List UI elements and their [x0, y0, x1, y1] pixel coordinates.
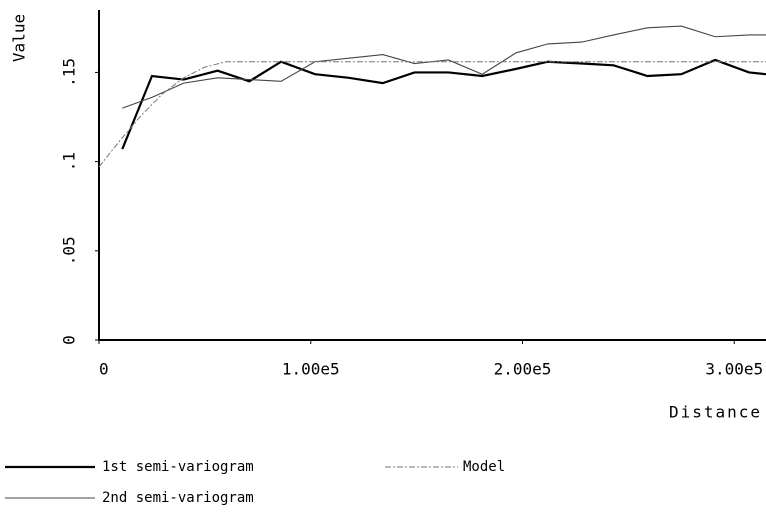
x-tick-label: 0 — [99, 360, 109, 379]
series-line — [121, 58, 766, 150]
y-tick-label: .1 — [60, 152, 79, 171]
x-tick-label: 3.00e5 — [705, 360, 763, 379]
x-tick-label: 2.00e5 — [494, 360, 552, 379]
y-tick-label: 0 — [60, 335, 79, 345]
y-tick-label: .05 — [60, 236, 79, 265]
y-axis-label: Value — [10, 14, 29, 62]
series-line — [122, 25, 766, 109]
y-tick-label: .15 — [60, 58, 79, 87]
x-tick-label: 1.00e5 — [282, 360, 340, 379]
series-line — [98, 61, 766, 168]
x-axis-label: Distance — [669, 403, 762, 422]
legend-label: 2nd semi-variogram — [102, 490, 254, 506]
legend-label: 1st semi-variogram — [102, 459, 254, 475]
legend-label: Model — [463, 459, 505, 475]
